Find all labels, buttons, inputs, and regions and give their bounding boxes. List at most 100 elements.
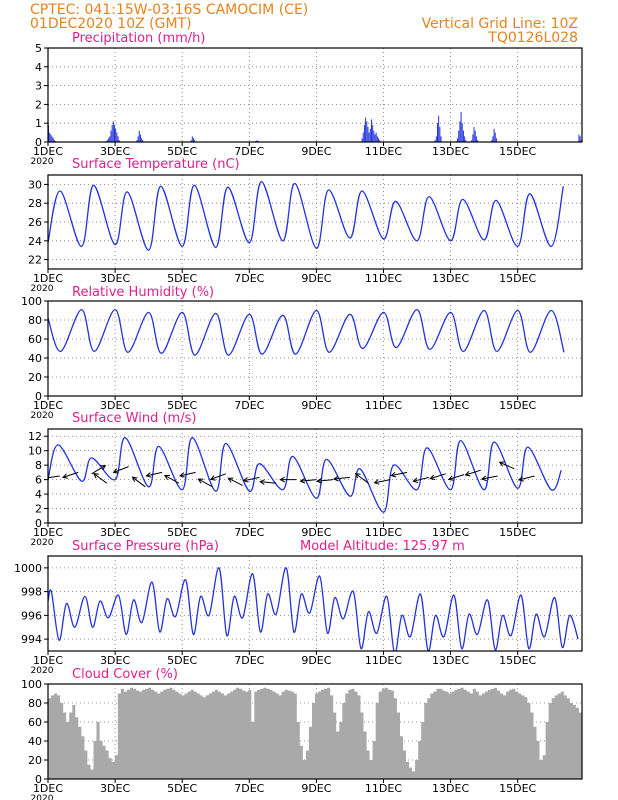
wind-ytick-label: 6 [35, 474, 42, 487]
wind-plot [48, 437, 562, 513]
pressure-line [48, 567, 579, 651]
precip-bar [118, 140, 120, 142]
temp-xtick-label: 1DEC [33, 272, 63, 285]
precip-bar [115, 128, 117, 142]
wind-vector [465, 469, 481, 476]
wind-vector-head [227, 477, 234, 483]
cloud-xtick-label: 5DEC [167, 782, 197, 795]
precip-bar [137, 136, 139, 142]
temp-title: Surface Temperature (nC) [72, 157, 240, 172]
precip-bar [363, 125, 365, 142]
header-location: CPTEC: 041:15W-03:16S CAMOCIM (CE) [30, 2, 308, 18]
pressure-xtick-label: 1DEC [33, 654, 63, 667]
precip-bar [373, 130, 375, 142]
pressure-frame [47, 555, 583, 652]
wind-ytick-label: 4 [35, 488, 42, 501]
pressure-xtick-label: 15DEC [499, 654, 536, 667]
pressure-xtick-label: 9DEC [301, 654, 331, 667]
wind-vector [210, 473, 226, 480]
temp-plot [48, 180, 564, 251]
precip-bar [440, 136, 442, 142]
precip-bar [138, 130, 140, 142]
rh-ytick-label: 80 [28, 314, 42, 327]
wind-vector-head [131, 476, 138, 483]
precip-title: Precipitation (mm/h) [72, 31, 205, 46]
wind-xtick-label: 11DEC [365, 526, 402, 539]
wind-vector [146, 471, 163, 477]
cloud-xtick-label: 15DEC [499, 782, 536, 795]
wind-vector-head [145, 472, 152, 478]
precip-year-label: 2020 [31, 157, 54, 167]
wind-xtick-label: 9DEC [301, 526, 331, 539]
wind-ytick-label: 2 [35, 503, 42, 516]
precip-bar [459, 121, 461, 142]
wind-vector [518, 475, 535, 481]
wind-vector-head [209, 475, 216, 481]
wind-vector-head [164, 475, 170, 480]
pressure-xtick-label: 3DEC [100, 654, 130, 667]
wind-vector-head [316, 477, 323, 484]
rh-xtick-label: 15DEC [499, 399, 536, 412]
wind-vector-head [464, 471, 471, 477]
wind-ytick-label: 8 [35, 459, 42, 472]
precip-bar [378, 138, 380, 142]
cloud-xtick-label: 11DEC [365, 782, 402, 795]
precip-bar [368, 132, 370, 142]
precip-bar [458, 130, 460, 142]
cloud-xtick-label: 13DEC [432, 782, 469, 795]
precip-bar [493, 128, 495, 142]
precip-bar [52, 138, 54, 142]
precip-bar [117, 136, 119, 142]
wind-vector [260, 481, 277, 484]
wind-ytick-label: 0 [35, 517, 42, 530]
temp-ytick-label: 30 [28, 178, 42, 191]
pressure-xtick-label: 7DEC [234, 654, 264, 667]
pressure-xtick-label: 13DEC [432, 654, 469, 667]
precip-bar [375, 132, 377, 142]
wind-vector [62, 471, 79, 478]
precip-bar [439, 126, 441, 142]
precip-bar [114, 125, 115, 142]
precip-bar [53, 140, 55, 142]
precip-bar [370, 119, 372, 142]
precip-bar [49, 132, 51, 142]
precip-bar [494, 132, 496, 142]
cloud-xtick-label: 9DEC [301, 782, 331, 795]
precip-ytick-label: 2 [35, 98, 42, 111]
pressure-panel: 994 996 998 1000 1DEC 3DEC 5DEC 7DEC 9DEC 11DEC 13… [14, 555, 583, 676]
cloud-xtick-label: 1DEC [33, 782, 63, 795]
cloud-frame [47, 683, 583, 780]
wind-vector-head [447, 475, 454, 481]
cloud-title: Cloud Cover (%) [72, 667, 178, 682]
rh-ytick-label: 60 [28, 333, 42, 346]
rh-xtick-label: 9DEC [301, 399, 331, 412]
cloud-xtick-label: 7DEC [234, 782, 264, 795]
wind-vector-head [354, 472, 361, 479]
cloud-ytick-label: 80 [28, 697, 42, 710]
wind-xtick-label: 15DEC [499, 526, 536, 539]
precip-bar [372, 125, 374, 142]
pressure-plot [48, 567, 579, 651]
precip-ytick-label: 3 [35, 80, 42, 93]
cloud-area [48, 687, 582, 779]
wind-vector-head [332, 475, 339, 482]
precip-bar [465, 140, 467, 142]
wind-vector-head [93, 472, 99, 479]
header-run-time: 01DEC2020 10Z (GMT) [30, 16, 192, 32]
cloud-panel: 0 20 40 60 80 100 1DEC 3DEC 5DEC 7DEC 9DEC 11DEC 13D… [21, 678, 583, 800]
precip-xtick-label: 13DEC [432, 145, 469, 158]
rh-xtick-label: 1DEC [33, 399, 63, 412]
precip-ytick-label: 5 [35, 42, 42, 55]
wind-vector [374, 479, 391, 484]
precip-bar [136, 140, 138, 142]
rh-xtick-label: 3DEC [100, 399, 130, 412]
precip-plot [48, 111, 582, 142]
temp-ytick-label: 28 [28, 197, 42, 210]
precip-bar [437, 123, 438, 142]
pressure-title: Surface Pressure (hPa) [72, 539, 219, 554]
wind-vector [448, 474, 465, 480]
pressure-ytick-label: 996 [21, 609, 42, 622]
precip-frame [47, 47, 583, 143]
temp-line [48, 180, 564, 251]
